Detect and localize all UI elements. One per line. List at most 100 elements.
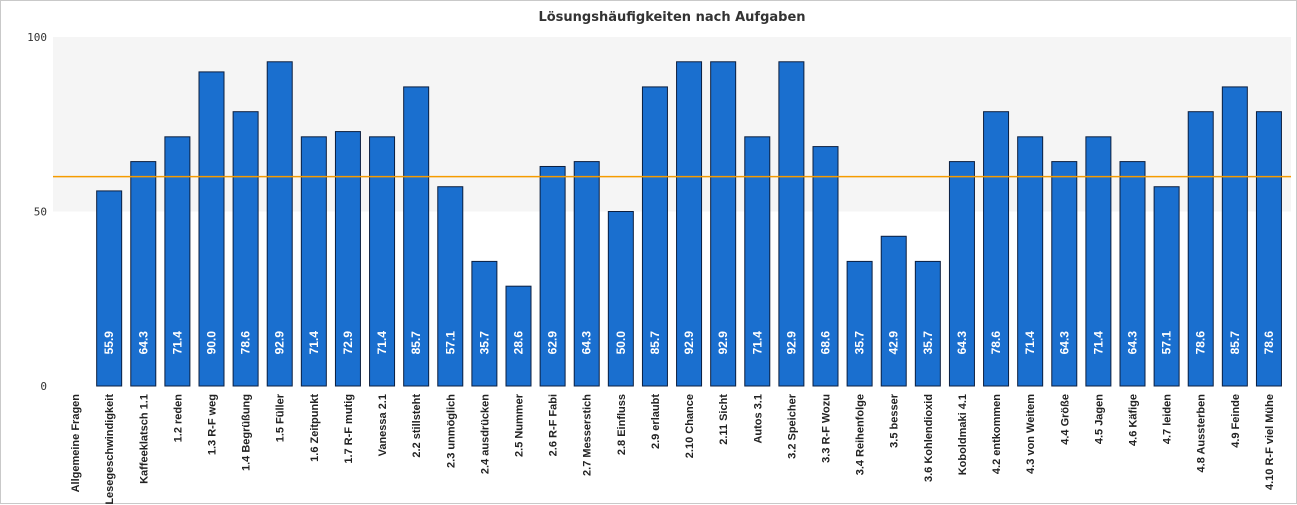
bar-data-label: 50.0 xyxy=(614,331,628,355)
bar xyxy=(676,61,703,387)
bar-data-label: 62.9 xyxy=(546,331,560,355)
x-axis-labels: Allgemeine Fragen Lesegeschwindigkeit Kaff… xyxy=(70,393,1276,504)
x-tick-label: 1.4 Begrüßung xyxy=(241,394,253,471)
x-tick-label: 1.5 Füller xyxy=(275,393,287,442)
x-tick-label: Vanessa 2.1 xyxy=(377,394,389,456)
x-tick-label: 4.8 Aussterben xyxy=(1196,394,1208,473)
bar xyxy=(266,61,293,387)
bar-data-label: 72.9 xyxy=(341,331,355,355)
bar-data-label: 71.4 xyxy=(375,331,389,355)
bar xyxy=(505,285,532,387)
x-tick-label: 2.10 Chance xyxy=(684,394,696,458)
x-tick-label: 1.7 R-F mutig xyxy=(343,394,355,464)
x-tick-label: 4.5 Jagen xyxy=(1093,394,1105,444)
bar-data-label: 64.3 xyxy=(955,331,969,355)
bar-data-label: 57.1 xyxy=(1160,331,1174,355)
bar-data-label: 92.9 xyxy=(682,331,696,355)
bar xyxy=(607,211,634,387)
bar xyxy=(437,186,464,387)
bar xyxy=(710,61,737,387)
x-tick-label: 2.3 unmöglich xyxy=(445,394,457,468)
x-tick-label: 2.11 Sicht xyxy=(718,394,730,445)
bar-data-label: 35.7 xyxy=(853,331,867,355)
bar-data-label: 71.4 xyxy=(307,331,321,355)
bar xyxy=(914,260,941,387)
bar-data-label: 35.7 xyxy=(477,331,491,355)
bar-data-label: 55.9 xyxy=(102,331,116,355)
bar xyxy=(1119,161,1146,387)
x-tick-label: 2.5 Nummer xyxy=(514,393,526,457)
bar xyxy=(880,235,907,387)
bar xyxy=(334,131,361,387)
bar-data-label: 71.4 xyxy=(170,331,184,355)
x-tick-label: 3.4 Reihenfolge xyxy=(855,394,867,475)
plot-band xyxy=(53,211,1291,386)
x-tick-label: Koboldmaki 4.1 xyxy=(957,394,969,475)
bar-data-label: 92.9 xyxy=(784,331,798,355)
bar-data-label: 85.7 xyxy=(1228,331,1242,355)
bar-data-label: 85.7 xyxy=(409,331,423,355)
bar-data-label: 78.6 xyxy=(1262,331,1276,355)
bar xyxy=(1051,161,1078,387)
x-tick-label: 1.3 R-F weg xyxy=(207,394,219,455)
y-axis: 0 50 100 xyxy=(27,31,1291,393)
x-tick-label: 2.6 R-F Fabi xyxy=(548,394,560,456)
bar-data-label: 78.6 xyxy=(239,331,253,355)
bar-data-label: 71.4 xyxy=(750,331,764,355)
x-tick-label: 2.9 erlaubt xyxy=(650,394,662,449)
x-tick-label: 2.4 ausdrücken xyxy=(479,394,491,474)
bar-data-label: 57.1 xyxy=(443,331,457,355)
x-tick-label: 4.2 entkommen xyxy=(991,394,1003,474)
bar xyxy=(403,86,430,387)
bar xyxy=(983,111,1010,387)
bar xyxy=(1153,186,1180,387)
x-tick-label: Kaffeeklatsch 1.1 xyxy=(138,394,150,484)
x-tick-label: 4.9 Feinde xyxy=(1230,394,1242,448)
bar-data-label: 68.6 xyxy=(819,331,833,355)
bar xyxy=(641,86,668,387)
x-tick-label: 1.6 Zeitpunkt xyxy=(309,394,321,462)
bar-data-label: 78.6 xyxy=(1194,331,1208,355)
x-tick-label: Lesegeschwindigkeit xyxy=(104,394,116,505)
bar xyxy=(948,161,975,387)
x-tick-label: 1.2 reden xyxy=(172,394,184,443)
chart-title: Lösungshäufigkeiten nach Aufgaben xyxy=(538,10,805,25)
bar xyxy=(471,260,498,387)
x-tick-label: Autos 3.1 xyxy=(752,394,764,444)
bar xyxy=(812,146,839,387)
bar xyxy=(1187,111,1214,387)
y-tick-label: 100 xyxy=(27,31,47,44)
bar-data-label: 71.4 xyxy=(1091,331,1105,355)
bar-data-label: 64.3 xyxy=(580,331,594,355)
x-tick-label: 2.8 Einfluss xyxy=(616,394,628,455)
bar-data-label: 71.4 xyxy=(1023,331,1037,355)
x-tick-label: 4.4 Größe xyxy=(1059,394,1071,445)
x-tick-label: 3.5 besser xyxy=(889,393,901,448)
bar-data-label: 64.3 xyxy=(1126,331,1140,355)
bar xyxy=(130,161,157,387)
x-tick-label: 2.7 Messerstich xyxy=(582,394,594,476)
bar xyxy=(300,136,327,387)
bar-data-label: 78.6 xyxy=(989,331,1003,355)
x-tick-label: 2.2 stillsteht xyxy=(411,394,423,458)
x-tick-label: Allgemeine Fragen xyxy=(70,394,82,493)
x-tick-label: 3.3 R-F Wozu xyxy=(821,394,833,463)
bar xyxy=(232,111,259,387)
x-tick-label: 3.6 Kohlendioxid xyxy=(923,394,935,482)
x-tick-label: 4.7 leiden xyxy=(1162,394,1174,444)
bar xyxy=(369,136,396,387)
bar xyxy=(539,165,566,387)
bar-data-label: 85.7 xyxy=(648,331,662,355)
bar-data-label: 42.9 xyxy=(887,331,901,355)
x-tick-label: 3.2 Speicher xyxy=(786,393,798,459)
bar xyxy=(846,260,873,387)
bar xyxy=(164,136,191,387)
y-tick-label: 0 xyxy=(40,380,47,393)
bar-series: 55.9 64.3 71.4 90.0 78.6 92.9 71.4 72.9 71.4 85.7… xyxy=(96,61,1282,387)
x-tick-label: 4.3 von Weitem xyxy=(1025,394,1037,474)
bar-data-label: 92.9 xyxy=(273,331,287,355)
bar xyxy=(778,61,805,387)
bar xyxy=(1017,136,1044,387)
